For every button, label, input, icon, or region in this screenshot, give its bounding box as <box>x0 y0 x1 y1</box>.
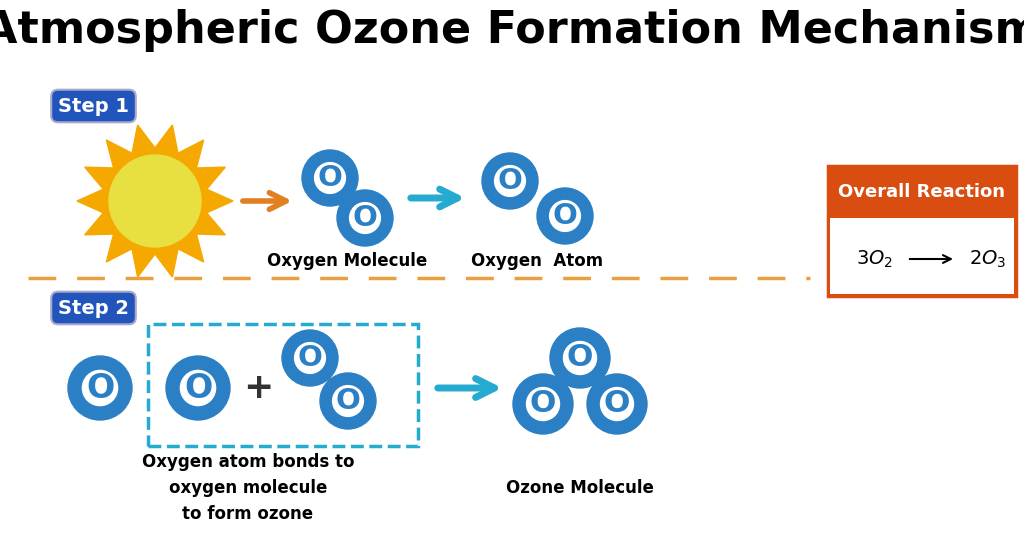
Circle shape <box>333 386 364 416</box>
Text: O: O <box>86 371 114 405</box>
Text: O: O <box>498 167 522 195</box>
FancyBboxPatch shape <box>830 218 1014 294</box>
Text: O: O <box>336 387 360 415</box>
Text: O: O <box>352 204 378 232</box>
Circle shape <box>587 374 647 434</box>
Circle shape <box>482 153 538 209</box>
Text: O: O <box>604 390 630 419</box>
Text: +: + <box>243 371 273 405</box>
Circle shape <box>282 330 338 386</box>
Circle shape <box>68 356 132 420</box>
Text: Oxygen Molecule: Oxygen Molecule <box>267 252 427 270</box>
Circle shape <box>550 328 610 388</box>
Circle shape <box>550 201 581 231</box>
Text: Step 2: Step 2 <box>58 299 129 317</box>
Text: Oxygen  Atom: Oxygen Atom <box>471 252 603 270</box>
Circle shape <box>526 388 559 420</box>
Text: O: O <box>529 390 556 419</box>
FancyBboxPatch shape <box>828 166 1016 296</box>
Circle shape <box>82 370 118 405</box>
Text: $3O_2$: $3O_2$ <box>856 249 894 270</box>
Circle shape <box>563 341 597 375</box>
Circle shape <box>109 155 201 247</box>
Circle shape <box>600 388 634 420</box>
Text: Oxygen atom bonds to
oxygen molecule
to form ozone: Oxygen atom bonds to oxygen molecule to … <box>141 453 354 523</box>
Polygon shape <box>77 125 233 277</box>
Text: O: O <box>553 202 578 230</box>
Text: O: O <box>566 344 593 373</box>
Circle shape <box>337 190 393 246</box>
Text: Atmospheric Ozone Formation Mechanism: Atmospheric Ozone Formation Mechanism <box>0 9 1024 52</box>
Text: Overall Reaction: Overall Reaction <box>839 183 1006 201</box>
Text: O: O <box>298 344 323 372</box>
Circle shape <box>513 374 573 434</box>
Circle shape <box>349 202 380 234</box>
Circle shape <box>302 150 358 206</box>
Circle shape <box>537 188 593 244</box>
Text: Step 1: Step 1 <box>58 97 129 116</box>
Circle shape <box>319 373 376 429</box>
Text: $2O_3$: $2O_3$ <box>969 249 1007 270</box>
Text: O: O <box>184 371 212 405</box>
Text: Ozone Molecule: Ozone Molecule <box>506 479 654 497</box>
Circle shape <box>295 342 326 374</box>
Circle shape <box>314 162 345 193</box>
Text: O: O <box>317 164 342 192</box>
Circle shape <box>495 166 525 196</box>
Circle shape <box>166 356 230 420</box>
Circle shape <box>180 370 216 405</box>
